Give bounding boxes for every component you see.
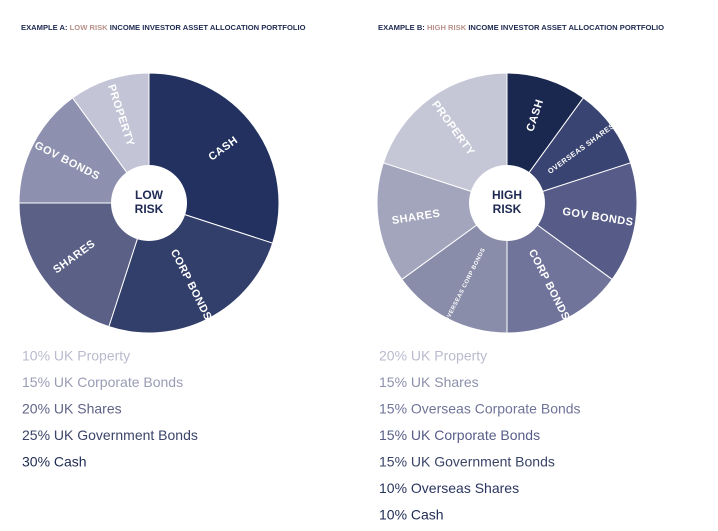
pie-slice: [18, 97, 150, 204]
pie-slice: [382, 72, 508, 204]
pie-slice: [505, 97, 632, 204]
pie-slice: [506, 202, 613, 334]
center-hole: [469, 165, 545, 241]
legend-item: 30% Cash: [22, 454, 87, 470]
center-label: RISK: [135, 202, 164, 216]
legend-item: 15% UK Shares: [379, 374, 479, 390]
center-label: RISK: [493, 202, 522, 216]
pie-slice: [376, 162, 509, 281]
title-part: LOW RISK: [70, 23, 108, 32]
legend-item: 20% UK Property: [379, 348, 487, 364]
legend-item: 15% Overseas Corporate Bonds: [379, 401, 581, 417]
pie-slice: [505, 162, 638, 281]
legend-item: 25% UK Government Bonds: [22, 427, 198, 443]
chart-title: EXAMPLE A: LOW RISK INCOME INVESTOR ASSE…: [21, 23, 306, 32]
legend-item: 15% UK Corporate Bonds: [22, 374, 183, 390]
title-part: HIGH RISK: [427, 23, 467, 32]
legend-item: 10% UK Property: [22, 348, 130, 364]
legend-item: 20% UK Shares: [22, 401, 122, 417]
legend-item: 10% Overseas Shares: [379, 480, 519, 496]
title-part: INCOME INVESTOR ASSET ALLOCATION PORTFOL…: [108, 23, 306, 32]
legend-item: 10% Cash: [379, 507, 444, 523]
center-label: LOW: [135, 188, 164, 202]
legend-item: 15% UK Government Bonds: [379, 454, 555, 470]
pie-slice: [401, 202, 508, 334]
pie-slice: [18, 202, 150, 328]
title-part: EXAMPLE A:: [21, 23, 70, 32]
center-label: HIGH: [492, 188, 522, 202]
center-hole: [111, 165, 187, 241]
title-part: EXAMPLE B:: [378, 23, 427, 32]
legend-item: 15% UK Corporate Bonds: [379, 427, 540, 443]
title-part: INCOME INVESTOR ASSET ALLOCATION PORTFOL…: [466, 23, 664, 32]
chart-title: EXAMPLE B: HIGH RISK INCOME INVESTOR ASS…: [378, 23, 664, 32]
